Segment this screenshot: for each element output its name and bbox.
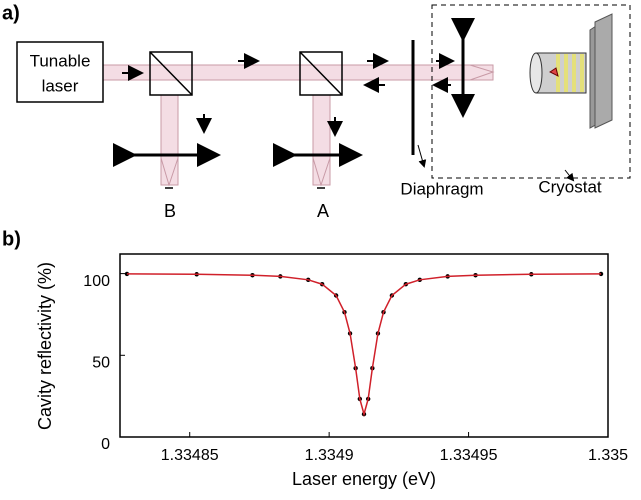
focus-b [160, 157, 179, 187]
path-label: A [317, 201, 329, 221]
path-label: B [164, 201, 176, 221]
y-tick-label: 100 [83, 273, 110, 290]
direction-arrows [122, 53, 455, 137]
x-tick-label: 1.335 [588, 447, 628, 464]
laser-beam [102, 64, 494, 81]
panel-label: a) [2, 2, 20, 24]
splitter-diagonal [149, 51, 193, 96]
laser-label: laser [42, 76, 79, 95]
sample-cylinder [535, 52, 587, 94]
lenses [113, 18, 475, 167]
cryostat-box [431, 4, 631, 179]
fit-line [126, 273, 602, 417]
cryostat-label: Cryostat [538, 177, 602, 196]
y-axis-label: Cavity reflectivity (%) [35, 262, 55, 430]
cylinder-face [529, 52, 543, 94]
splitter-diagonal [299, 51, 343, 96]
data-point [598, 271, 604, 277]
plot-frame [119, 253, 609, 438]
diaphragm-label: Diaphragm [400, 179, 483, 198]
x-tick-label: 1.33495 [440, 447, 498, 464]
mirror-layers [556, 54, 584, 92]
y-tick-label: 50 [92, 355, 110, 372]
pointer [564, 169, 575, 182]
x-axis-label: Laser energy (eV) [292, 469, 436, 489]
quantum-dot [549, 67, 559, 77]
focus-sample [469, 64, 495, 81]
x-tick-label: 1.33485 [161, 447, 219, 464]
beam-splitter [149, 51, 193, 96]
beam-b [160, 94, 179, 186]
y-tick-label: 0 [101, 436, 110, 453]
beam-a [312, 94, 331, 186]
panel-label: b) [2, 228, 21, 250]
x-tick-label: 1.3349 [305, 447, 354, 464]
focus-a [312, 157, 331, 187]
laser-box [16, 41, 104, 103]
pointer [417, 144, 427, 168]
plate [594, 13, 613, 129]
beam-splitter [299, 51, 343, 96]
laser-label: Tunable [30, 51, 91, 70]
